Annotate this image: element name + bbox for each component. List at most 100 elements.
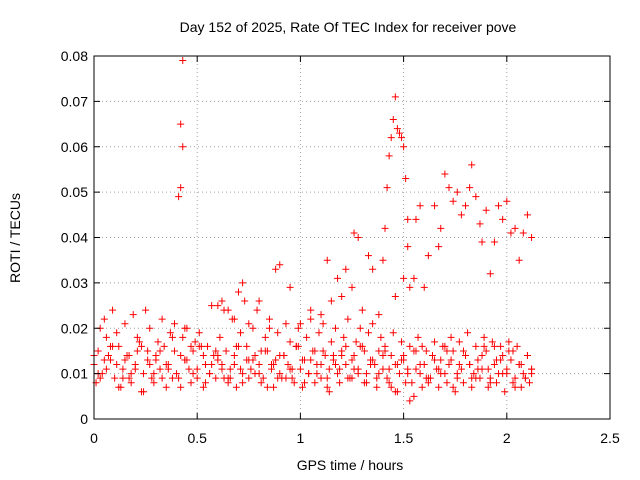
data-point — [350, 351, 358, 359]
x-tick-label: 1 — [297, 430, 305, 446]
data-point — [383, 184, 391, 192]
data-point — [350, 229, 358, 237]
data-point — [249, 356, 257, 364]
data-point — [317, 361, 325, 369]
data-point — [503, 197, 511, 205]
data-point — [340, 333, 348, 341]
data-point — [232, 383, 240, 391]
data-point — [435, 383, 443, 391]
data-point — [393, 361, 401, 369]
data-point — [115, 342, 123, 350]
data-point — [129, 311, 137, 319]
data-point — [317, 311, 325, 319]
data-point — [381, 224, 389, 232]
data-point — [191, 338, 199, 346]
data-point — [100, 356, 108, 364]
data-point — [249, 324, 257, 332]
data-point — [406, 397, 414, 405]
data-point — [509, 379, 517, 387]
data-point — [466, 184, 474, 192]
data-point — [218, 297, 226, 305]
data-point — [276, 261, 284, 269]
data-point — [391, 388, 399, 396]
data-point — [375, 370, 383, 378]
data-point — [356, 342, 364, 350]
data-point — [160, 342, 168, 350]
data-point — [406, 283, 414, 291]
data-point — [464, 329, 472, 337]
data-point — [511, 383, 519, 391]
data-point — [334, 370, 342, 378]
data-point — [352, 338, 360, 346]
data-point — [327, 338, 335, 346]
data-point — [455, 361, 463, 369]
data-point — [395, 370, 403, 378]
data-point — [187, 379, 195, 387]
data-point — [272, 356, 280, 364]
data-point — [490, 361, 498, 369]
data-point — [379, 351, 387, 359]
data-point — [462, 202, 470, 210]
data-point — [402, 379, 410, 387]
data-point — [354, 370, 362, 378]
data-point — [239, 379, 247, 387]
data-point — [214, 302, 222, 310]
data-point — [503, 370, 511, 378]
data-point — [199, 383, 207, 391]
data-point — [515, 256, 523, 264]
data-point — [523, 351, 531, 359]
data-point — [389, 116, 397, 124]
data-point — [369, 356, 377, 364]
data-point — [348, 283, 356, 291]
data-point — [247, 365, 255, 373]
data-point — [470, 370, 478, 378]
data-point — [375, 311, 383, 319]
data-point — [466, 361, 474, 369]
data-point — [490, 238, 498, 246]
data-point — [150, 370, 158, 378]
data-point — [342, 342, 350, 350]
data-point — [404, 243, 412, 251]
data-point — [472, 374, 480, 382]
data-point — [408, 379, 416, 387]
data-point — [398, 338, 406, 346]
data-point — [331, 324, 339, 332]
data-point — [416, 202, 424, 210]
data-point — [445, 184, 453, 192]
data-point — [237, 365, 245, 373]
data-point — [170, 320, 178, 328]
data-point — [257, 379, 265, 387]
data-point — [424, 379, 432, 387]
data-point — [369, 320, 377, 328]
data-point — [474, 365, 482, 373]
data-point — [379, 256, 387, 264]
data-point — [296, 320, 304, 328]
data-point — [455, 338, 463, 346]
data-point — [459, 347, 467, 355]
data-point — [486, 270, 494, 278]
data-point — [321, 351, 329, 359]
data-point — [457, 365, 465, 373]
x-tick-label: 0 — [90, 430, 98, 446]
data-point — [476, 220, 484, 228]
data-point — [412, 365, 420, 373]
data-point — [404, 370, 412, 378]
data-point — [325, 365, 333, 373]
grid-lines — [94, 56, 610, 419]
data-point — [290, 379, 298, 387]
data-point — [307, 306, 315, 314]
data-point — [294, 324, 302, 332]
data-point — [175, 374, 183, 382]
data-point — [449, 347, 457, 355]
data-point — [232, 342, 240, 350]
data-point — [441, 342, 449, 350]
data-point — [263, 383, 271, 391]
data-point — [490, 342, 498, 350]
data-point — [96, 374, 104, 382]
data-point — [497, 342, 505, 350]
data-point — [319, 320, 327, 328]
data-point — [199, 351, 207, 359]
y-tick-label: 0.02 — [61, 320, 88, 336]
data-point — [505, 338, 513, 346]
data-point — [342, 361, 350, 369]
